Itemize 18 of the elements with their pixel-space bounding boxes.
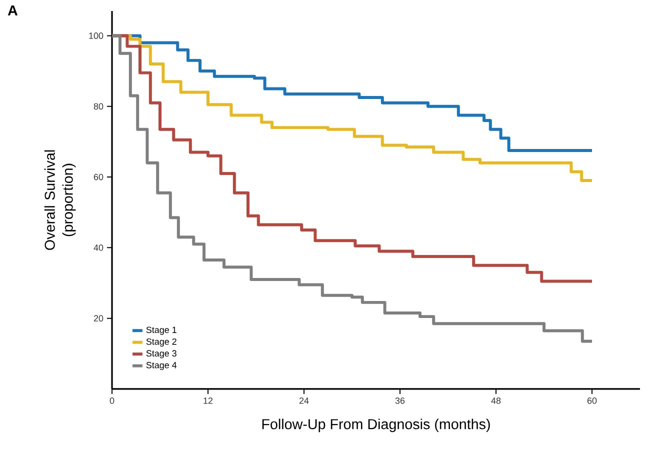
x-tick-label: 48 bbox=[491, 398, 501, 404]
legend-label: Stage 2 bbox=[146, 338, 176, 347]
x-tick-label: 0 bbox=[110, 398, 114, 404]
y-tick-label: 100 bbox=[89, 32, 104, 39]
legend-label: Stage 4 bbox=[146, 362, 177, 370]
x-tick-label: 60 bbox=[587, 398, 597, 404]
y-tick-label: 80 bbox=[94, 103, 104, 110]
x-tick-label: 24 bbox=[299, 398, 309, 404]
x-tick-label: 12 bbox=[204, 398, 213, 404]
y-tick-label: 40 bbox=[94, 244, 104, 251]
y-tick-label: 60 bbox=[94, 174, 104, 180]
text: A bbox=[8, 6, 18, 16]
x-axis-title: Follow-Up From Diagnosis (months) bbox=[262, 418, 490, 432]
y-tick-label: 20 bbox=[94, 315, 104, 322]
x-tick-label: 36 bbox=[395, 398, 405, 404]
legend-label: Stage 3 bbox=[146, 350, 176, 358]
y-axis-title: Overall Survival (proportion) bbox=[44, 150, 76, 250]
legend-label: Stage 1 bbox=[146, 326, 176, 335]
